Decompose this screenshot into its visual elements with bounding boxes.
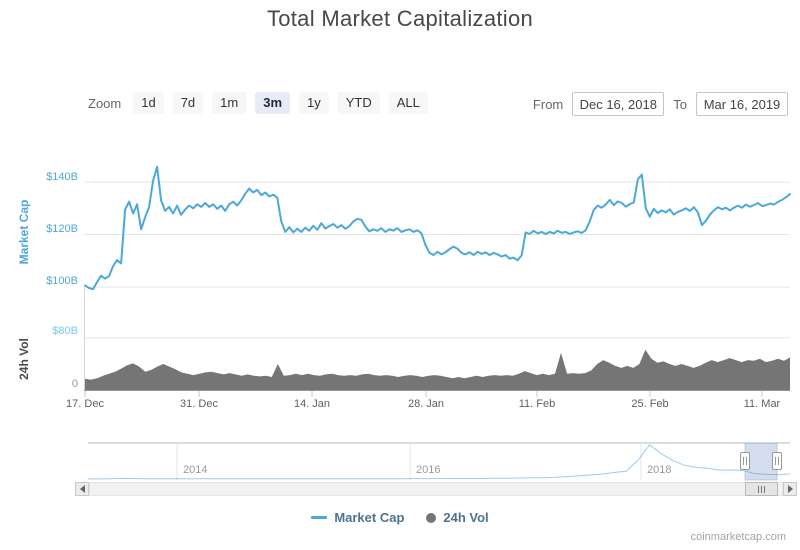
line-marker-icon xyxy=(311,516,328,519)
scrollbar-thumb[interactable] xyxy=(745,482,778,496)
x-tick-28-jan: 28. Jan xyxy=(407,398,445,410)
volume-area-series xyxy=(85,349,790,390)
market-cap-line-series xyxy=(84,165,791,291)
left-triangle-icon xyxy=(79,485,85,493)
y-tick-120b: $120B xyxy=(46,223,78,235)
zoom-preset-group: Zoom 1d 7d 1m 3m 1y YTD ALL xyxy=(88,92,428,114)
attribution: coinmarketcap.com xyxy=(690,531,786,543)
scrollbar-left-arrow[interactable] xyxy=(75,482,89,496)
navigator-series xyxy=(88,444,791,480)
navigator-year-2018: 2018 xyxy=(647,464,672,476)
to-date-input[interactable] xyxy=(696,92,788,116)
plot-area[interactable] xyxy=(85,150,790,390)
x-tick-17-dec: 17. Dec xyxy=(66,398,104,410)
navigator-year-2014: 2014 xyxy=(183,464,208,476)
volume-axis-title: 24h Vol xyxy=(17,338,31,380)
x-tick-11-feb: 11. Feb xyxy=(518,398,556,410)
x-axis-ticks xyxy=(84,391,763,397)
legend-label-24h-vol: 24h Vol xyxy=(443,510,489,525)
legend-item-market-cap[interactable]: Market Cap xyxy=(311,510,404,525)
y-tick-zero: 0 xyxy=(71,378,78,390)
zoom-button-3m[interactable]: 3m xyxy=(255,92,291,114)
zoom-label: Zoom xyxy=(88,95,122,111)
scrollbar-track[interactable] xyxy=(89,482,783,496)
x-tick-25-feb: 25. Feb xyxy=(631,398,669,410)
legend: Market Cap 24h Vol xyxy=(0,510,800,525)
zoom-button-7d[interactable]: 7d xyxy=(172,92,204,114)
date-range-group: From To xyxy=(533,92,788,116)
zoom-button-1m[interactable]: 1m xyxy=(212,92,247,114)
zoom-button-all[interactable]: ALL xyxy=(388,92,428,114)
right-triangle-icon xyxy=(787,485,793,493)
y-tick-100b: $100B xyxy=(46,275,78,287)
navigator-year-2016: 2016 xyxy=(416,464,441,476)
scrollbar-right-arrow[interactable] xyxy=(783,482,797,496)
x-tick-14-jan: 14. Jan xyxy=(293,398,331,410)
legend-label-market-cap: Market Cap xyxy=(334,510,405,525)
circle-marker-icon xyxy=(426,512,437,523)
from-label: From xyxy=(532,96,564,112)
to-label: To xyxy=(673,96,687,112)
legend-item-24h-vol[interactable]: 24h Vol xyxy=(426,510,489,525)
navigator-handle-left[interactable] xyxy=(740,452,750,470)
from-date-input[interactable] xyxy=(572,92,665,116)
market-cap-axis-title: Market Cap xyxy=(17,199,31,265)
navigator-gridlines xyxy=(176,443,642,480)
navigator-handle-right[interactable] xyxy=(772,452,782,470)
zoom-button-1y[interactable]: 1y xyxy=(299,92,329,114)
chart-title: Total Market Capitalization xyxy=(266,6,534,31)
zoom-button-1d[interactable]: 1d xyxy=(133,92,164,114)
y-tick-80b: $80B xyxy=(52,325,78,337)
x-tick-31-dec: 31. Dec xyxy=(180,398,218,410)
y-tick-140b: $140B xyxy=(46,171,78,183)
zoom-button-ytd[interactable]: YTD xyxy=(337,92,380,114)
x-tick-11-mar: 11. Mar xyxy=(743,398,781,410)
